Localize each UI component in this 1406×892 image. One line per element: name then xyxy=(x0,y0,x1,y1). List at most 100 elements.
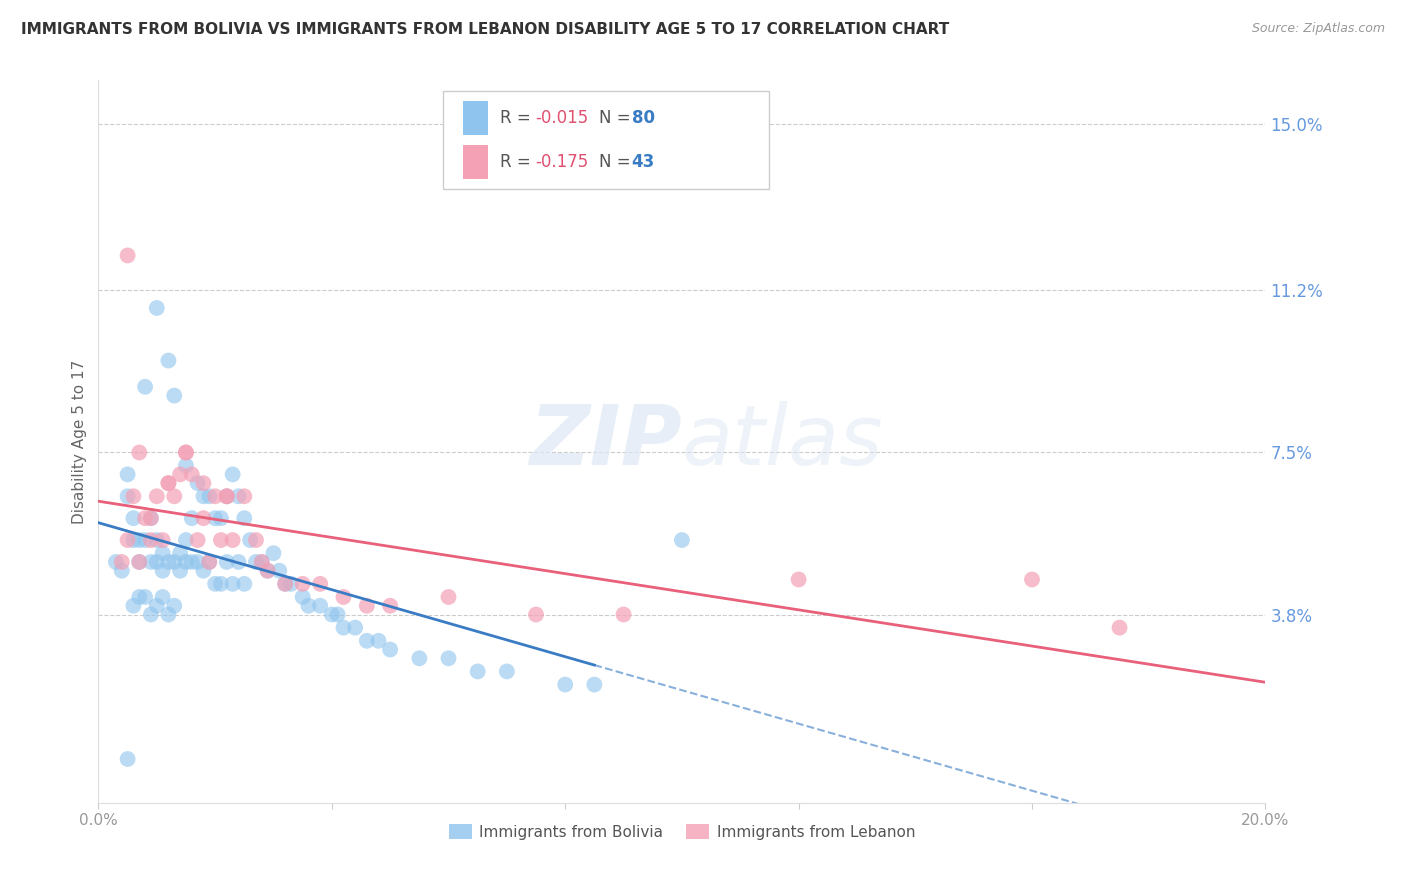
Point xyxy=(117,248,139,262)
Point xyxy=(554,677,576,691)
Text: -0.175: -0.175 xyxy=(534,153,588,171)
Point xyxy=(221,533,243,547)
Point xyxy=(437,651,460,665)
Point xyxy=(233,489,256,503)
Point xyxy=(174,533,197,547)
Point xyxy=(152,590,174,604)
Point xyxy=(367,633,389,648)
Text: N =: N = xyxy=(599,153,636,171)
Point xyxy=(344,621,367,635)
Point xyxy=(128,533,150,547)
Point xyxy=(122,489,145,503)
Point xyxy=(152,546,174,560)
Point xyxy=(146,555,169,569)
Point xyxy=(309,599,332,613)
Point xyxy=(321,607,343,622)
Text: 80: 80 xyxy=(631,109,655,127)
Point xyxy=(297,599,319,613)
Point xyxy=(163,599,186,613)
Point xyxy=(524,607,547,622)
Point xyxy=(326,607,349,622)
Point xyxy=(215,489,238,503)
Point xyxy=(583,677,606,691)
Point xyxy=(174,445,197,459)
Point xyxy=(157,476,180,491)
Point xyxy=(117,752,139,766)
Point xyxy=(209,511,232,525)
Point xyxy=(269,564,291,578)
Point xyxy=(437,590,460,604)
Text: ZIP: ZIP xyxy=(529,401,682,482)
Point xyxy=(122,533,145,547)
Point xyxy=(612,607,634,622)
Point xyxy=(111,555,134,569)
Point xyxy=(291,577,314,591)
Point xyxy=(139,607,162,622)
Text: N =: N = xyxy=(599,109,636,127)
Point xyxy=(356,599,378,613)
Point xyxy=(122,599,145,613)
Point xyxy=(128,555,150,569)
Point xyxy=(193,564,215,578)
Point xyxy=(163,555,186,569)
Point xyxy=(157,555,180,569)
Point xyxy=(198,555,221,569)
Point xyxy=(193,511,215,525)
Point xyxy=(221,467,243,482)
Point xyxy=(198,489,221,503)
Point xyxy=(380,599,402,613)
Point xyxy=(122,511,145,525)
Point xyxy=(280,577,302,591)
Point xyxy=(169,467,191,482)
Point xyxy=(332,621,354,635)
Point xyxy=(180,511,202,525)
Point xyxy=(274,577,297,591)
Point xyxy=(309,577,332,591)
Text: R =: R = xyxy=(501,153,536,171)
Point xyxy=(152,564,174,578)
Point xyxy=(128,445,150,459)
Text: R =: R = xyxy=(501,109,536,127)
Point xyxy=(215,555,238,569)
Point xyxy=(204,577,226,591)
Point xyxy=(291,590,314,604)
Text: -0.015: -0.015 xyxy=(534,109,588,127)
Point xyxy=(146,301,169,315)
Text: 43: 43 xyxy=(631,153,655,171)
Point xyxy=(209,533,232,547)
Point xyxy=(152,533,174,547)
Point xyxy=(274,577,297,591)
Point xyxy=(134,511,156,525)
Point xyxy=(169,564,191,578)
Point xyxy=(221,577,243,591)
Legend: Immigrants from Bolivia, Immigrants from Lebanon: Immigrants from Bolivia, Immigrants from… xyxy=(443,818,921,846)
FancyBboxPatch shape xyxy=(463,101,488,136)
Point xyxy=(174,445,197,459)
Point xyxy=(174,555,197,569)
Point xyxy=(193,476,215,491)
Point xyxy=(245,555,267,569)
Point xyxy=(193,489,215,503)
Point xyxy=(157,476,180,491)
Point xyxy=(215,489,238,503)
Point xyxy=(187,476,209,491)
Point xyxy=(117,489,139,503)
Point xyxy=(239,533,262,547)
Point xyxy=(496,665,519,679)
Point xyxy=(157,607,180,622)
Point xyxy=(215,489,238,503)
Point xyxy=(256,564,278,578)
Point xyxy=(187,555,209,569)
Point xyxy=(169,546,191,560)
Point xyxy=(104,555,127,569)
FancyBboxPatch shape xyxy=(443,91,769,189)
Point xyxy=(233,577,256,591)
Point xyxy=(228,489,250,503)
Point xyxy=(204,511,226,525)
Point xyxy=(174,458,197,473)
FancyBboxPatch shape xyxy=(463,145,488,179)
Point xyxy=(380,642,402,657)
Point xyxy=(128,555,150,569)
Point xyxy=(139,511,162,525)
Point xyxy=(146,489,169,503)
